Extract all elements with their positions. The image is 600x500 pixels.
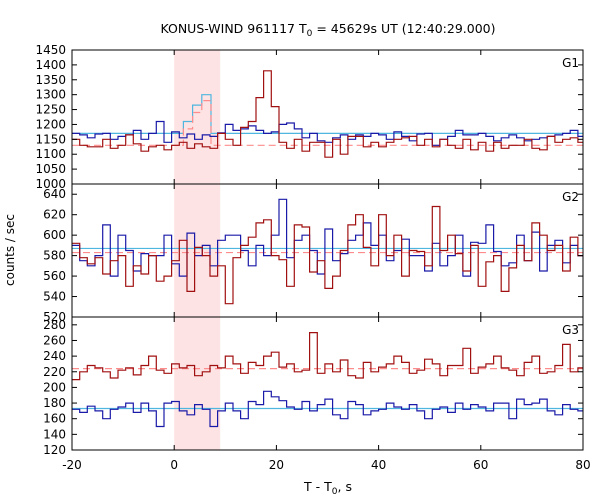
y-tick-label: 620 xyxy=(43,208,66,222)
x-tick-label: 0 xyxy=(170,458,178,472)
panel-g2: 520 540 560 580 600 620 640 G2 xyxy=(43,183,584,324)
panel-frame xyxy=(71,49,584,185)
y-tick-label: 220 xyxy=(43,365,66,379)
x-tick-label: -20 xyxy=(62,458,82,472)
count-rate-series-2 xyxy=(72,205,583,305)
y-axis-label: counts / sec xyxy=(3,214,17,286)
y-tick-label: 1200 xyxy=(35,117,66,131)
y-tick-label: 1400 xyxy=(35,58,66,72)
count-rate-series-1 xyxy=(72,390,583,428)
panel-label: G3 xyxy=(562,323,579,337)
x-tick-label: 80 xyxy=(575,458,590,472)
y-tick-label: 200 xyxy=(43,380,66,394)
y-tick-label: 180 xyxy=(43,396,66,410)
y-tick-label: 1100 xyxy=(35,147,66,161)
y-tick-label: 1050 xyxy=(35,162,66,176)
x-tick-label: 20 xyxy=(269,458,284,472)
y-tick-label: 1150 xyxy=(35,132,66,146)
y-tick-label: 640 xyxy=(43,187,66,201)
y-tick-label: 120 xyxy=(43,443,66,457)
y-tick-label: 160 xyxy=(43,412,66,426)
count-rate-series-1 xyxy=(72,198,583,277)
count-rate-series-2 xyxy=(72,332,583,381)
y-tick-label: 1300 xyxy=(35,88,66,102)
y-tick-label: 1450 xyxy=(35,43,66,57)
y-tick-label: 560 xyxy=(43,269,66,283)
background-fit-line xyxy=(72,100,583,146)
panel-frame xyxy=(71,316,584,451)
x-axis-label: T - T0, s xyxy=(303,479,352,497)
y-tick-label: 240 xyxy=(43,349,66,363)
y-tick-label: 540 xyxy=(43,290,66,304)
y-tick-label: 280 xyxy=(43,318,66,332)
burst-interval-shade xyxy=(174,317,221,450)
y-tick-label: 1350 xyxy=(35,73,66,87)
y-tick-label: 520 xyxy=(43,310,66,324)
panel-g1: 1000105011001150120012501300135014001450… xyxy=(35,43,584,191)
y-tick-label: 1000 xyxy=(35,177,66,191)
chart-title: KONUS-WIND 961117 T0 = 45629s UT (12:40:… xyxy=(160,21,495,39)
panel-label: G1 xyxy=(562,56,579,70)
panel-frame xyxy=(71,183,584,318)
background-fit-line xyxy=(72,94,583,134)
burst-interval-shade xyxy=(174,50,221,184)
chart-panels: 1000105011001150120012501300135014001450… xyxy=(35,43,590,472)
burst-interval-shade xyxy=(174,184,221,317)
y-tick-label: 600 xyxy=(43,228,66,242)
y-tick-label: 140 xyxy=(43,427,66,441)
x-tick-label: 40 xyxy=(371,458,386,472)
panel-label: G2 xyxy=(562,190,579,204)
y-tick-label: 580 xyxy=(43,249,66,263)
y-tick-label: 260 xyxy=(43,333,66,347)
count-rate-series-2 xyxy=(72,70,583,158)
y-tick-label: 1250 xyxy=(35,103,66,117)
x-tick-label: 60 xyxy=(473,458,488,472)
